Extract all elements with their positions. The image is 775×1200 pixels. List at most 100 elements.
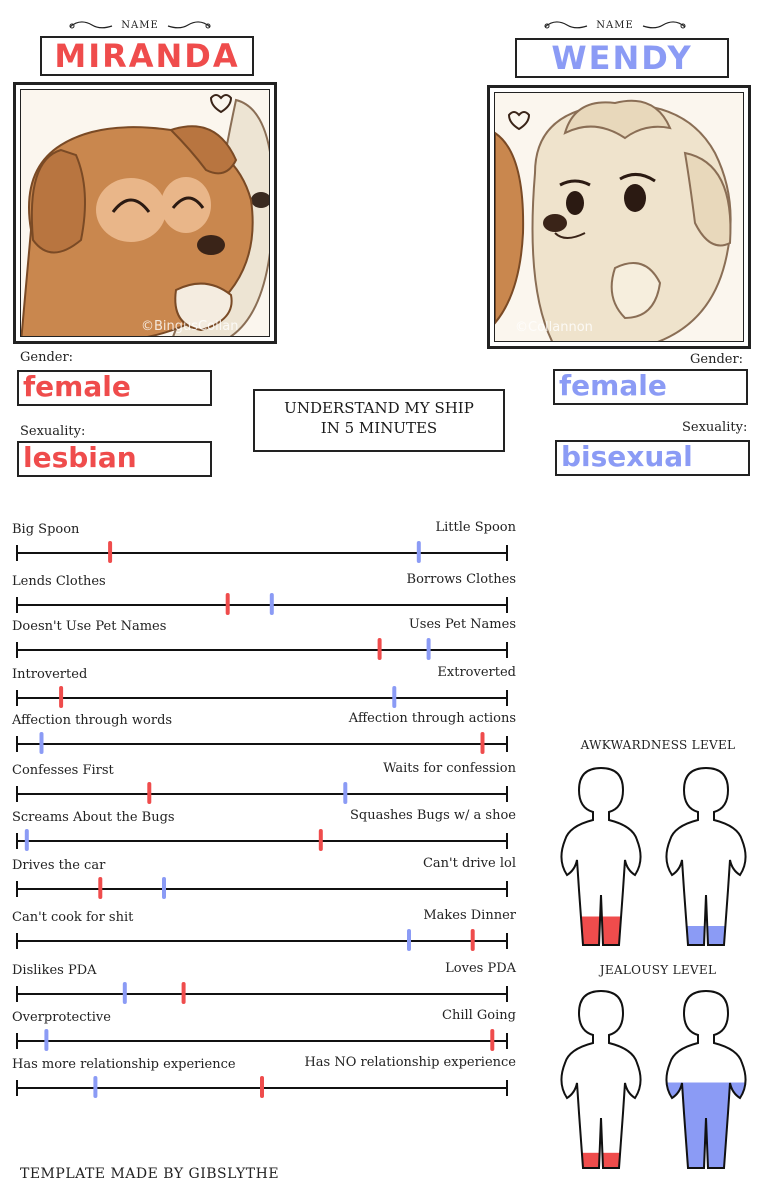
scale-row: Lends Clothes Borrows Clothes	[0, 572, 540, 616]
page-title-line-2: IN 5 MINUTES	[320, 419, 438, 437]
right-name-caption: NAME	[596, 20, 634, 31]
scale-track	[16, 541, 508, 563]
scale-left-label: Big Spoon	[12, 522, 80, 537]
scale-left-label: Affection through words	[12, 713, 173, 728]
scale-left-label: Lends Clothes	[12, 574, 106, 589]
scale-row: Overprotective Chill Going	[0, 1008, 540, 1052]
left-sexuality-field[interactable]: lesbian	[17, 441, 212, 477]
jealousy-title: JEALOUSY LEVEL	[599, 963, 717, 977]
scale-track	[16, 929, 508, 951]
scale-left-label: Introverted	[12, 667, 88, 682]
wendy-marker[interactable]	[426, 638, 431, 660]
scale-track	[16, 782, 508, 804]
scale-right-label: Can't drive lol	[422, 856, 516, 871]
scale-row: Confesses First Waits for confession	[0, 761, 540, 805]
scale-left-label: Screams About the Bugs	[12, 810, 175, 825]
awk-miranda-figure-outline	[560, 766, 642, 946]
scale-right-label: Waits for confession	[383, 761, 516, 776]
preference-scales: Big Spoon Little Spoon Lends Clothes Borrow…	[0, 520, 540, 1099]
miranda-marker[interactable]	[377, 638, 382, 660]
scale-row: Dislikes PDA Loves PDA	[0, 961, 540, 1005]
miranda-marker[interactable]	[225, 593, 230, 615]
wendy-marker[interactable]	[416, 541, 421, 563]
wendy-marker[interactable]	[24, 829, 29, 851]
scale-right-label: Affection through actions	[348, 711, 516, 726]
wendy-marker[interactable]	[122, 982, 127, 1004]
jel-wendy-figure-outline	[665, 989, 747, 1169]
scale-left-label: Dislikes PDA	[12, 963, 97, 978]
awkwardness-figures	[548, 760, 768, 955]
page-title: UNDERSTAND MY SHIP IN 5 MINUTES	[253, 389, 505, 452]
wendy-marker[interactable]	[39, 732, 44, 754]
left-name-caption: NAME	[121, 20, 159, 31]
scale-left-label: Confesses First	[12, 763, 114, 778]
scale-right-label: Has NO relationship experience	[304, 1055, 516, 1070]
miranda-marker[interactable]	[490, 1029, 495, 1051]
left-name-flourish-icon	[69, 21, 211, 29]
awk-wendy-figure-body	[666, 768, 746, 945]
left-watermark: ©BingusCollan	[141, 319, 239, 334]
left-portrait-frame: ©BingusCollan	[13, 82, 277, 344]
scale-left-label: Drives the car	[12, 858, 106, 873]
right-name-flourish-icon	[544, 21, 686, 29]
awkwardness-svg	[560, 766, 747, 946]
wendy-marker[interactable]	[93, 1076, 98, 1098]
miranda-marker[interactable]	[181, 982, 186, 1004]
jel-miranda-figure-outline	[560, 989, 642, 1169]
wendy-marker[interactable]	[162, 877, 166, 899]
wendy-marker[interactable]	[407, 929, 411, 951]
awk-miranda-figure-body	[561, 768, 641, 945]
scale-row: Drives the car Can't drive lol	[0, 856, 540, 900]
miranda-marker[interactable]	[59, 686, 64, 708]
scale-track	[16, 877, 508, 899]
scale-row: Affection through words Affection through…	[0, 711, 540, 755]
scale-row: Has more relationship experience Has NO r…	[0, 1055, 540, 1099]
jel-miranda-figure-body	[561, 991, 641, 1168]
scale-track	[16, 686, 508, 708]
left-name-field[interactable]: MIRANDA	[40, 36, 254, 76]
scale-track	[16, 829, 508, 851]
miranda-dog-illustration: ©BingusCollan	[21, 90, 269, 336]
scale-track	[16, 638, 508, 660]
jealousy-svg	[560, 989, 747, 1169]
miranda-marker[interactable]	[260, 1076, 264, 1098]
scale-row: Can't cook for shit Makes Dinner	[0, 908, 540, 952]
left-gender-label: Gender:	[20, 350, 74, 365]
right-gender-label: Gender:	[690, 352, 744, 367]
wendy-marker[interactable]	[44, 1029, 49, 1051]
right-sexuality-label: Sexuality:	[682, 420, 748, 435]
scale-track	[16, 1076, 508, 1098]
miranda-marker[interactable]	[108, 541, 113, 563]
right-portrait: ©Collannon	[494, 92, 744, 342]
scale-row: Screams About the Bugs Squashes Bugs w/ a…	[0, 808, 540, 852]
left-portrait: ©BingusCollan	[20, 89, 270, 337]
scale-track	[16, 593, 508, 615]
wendy-marker[interactable]	[392, 686, 397, 708]
wendy-marker[interactable]	[343, 782, 348, 804]
scale-right-label: Uses Pet Names	[408, 617, 516, 632]
page-title-line-1: UNDERSTAND MY SHIP	[284, 399, 474, 417]
right-watermark: ©Collannon	[515, 320, 593, 335]
left-gender-field[interactable]: female	[17, 370, 212, 406]
scale-right-label: Borrows Clothes	[406, 572, 516, 587]
miranda-marker[interactable]	[147, 782, 152, 804]
scale-left-label: Has more relationship experience	[12, 1057, 236, 1072]
scale-right-label: Chill Going	[442, 1008, 516, 1023]
scale-right-label: Loves PDA	[445, 961, 516, 976]
miranda-marker[interactable]	[318, 829, 323, 851]
scale-right-label: Little Spoon	[435, 520, 516, 535]
jealousy-figures	[548, 983, 768, 1178]
miranda-marker[interactable]	[98, 877, 103, 899]
wendy-marker[interactable]	[269, 593, 274, 615]
right-sexuality-field[interactable]: bisexual	[555, 440, 750, 476]
scale-row: Introverted Extroverted	[0, 665, 540, 709]
miranda-marker[interactable]	[480, 732, 485, 754]
right-name-field[interactable]: WENDY	[515, 38, 729, 78]
scale-right-label: Squashes Bugs w/ a shoe	[349, 808, 516, 823]
scale-right-label: Makes Dinner	[423, 908, 516, 923]
miranda-marker[interactable]	[470, 929, 475, 951]
scale-track	[16, 1029, 508, 1051]
right-gender-field[interactable]: female	[553, 369, 748, 405]
scale-left-label: Can't cook for shit	[12, 910, 134, 925]
wendy-dog-illustration: ©Collannon	[495, 93, 743, 341]
